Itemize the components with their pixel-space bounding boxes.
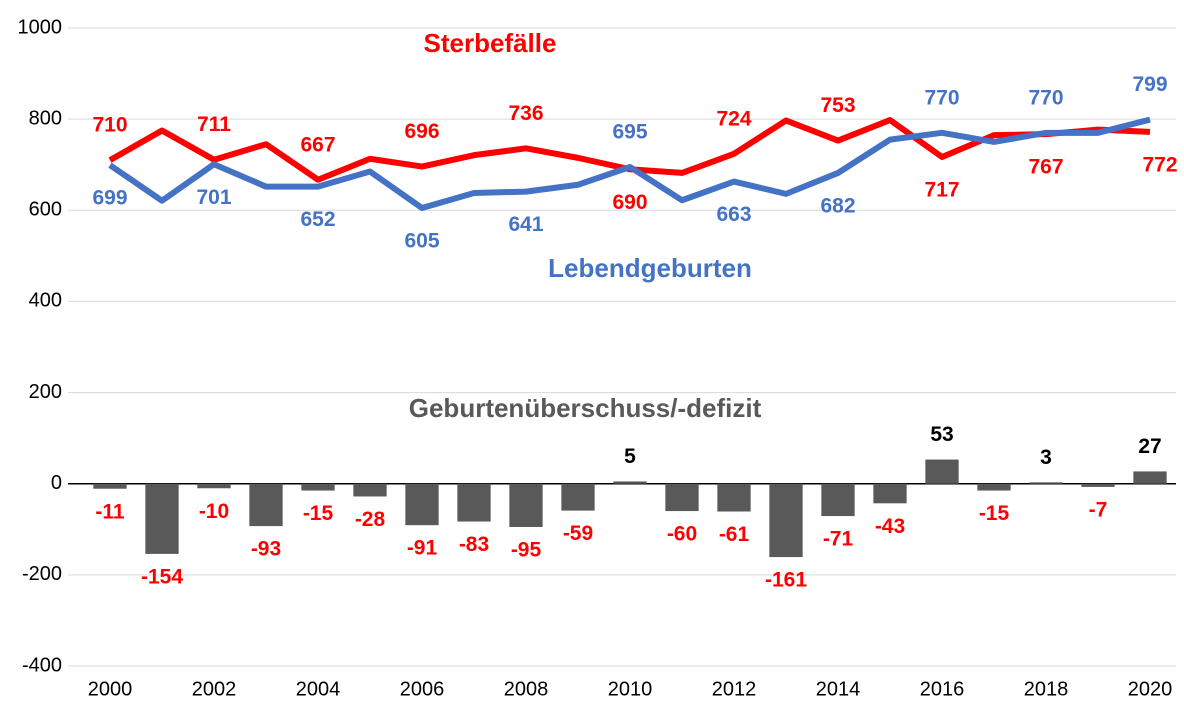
bar: [353, 483, 387, 497]
x-tick-label: 2002: [192, 678, 237, 700]
bar: [769, 483, 803, 558]
data-label: -91: [407, 537, 438, 560]
data-label: -83: [459, 533, 489, 556]
x-tick-label: 2016: [920, 678, 965, 700]
bar: [613, 481, 647, 484]
data-label: -28: [355, 508, 386, 531]
bar: [561, 483, 595, 511]
x-tick-label: 2020: [1128, 678, 1173, 700]
bar: [717, 483, 751, 512]
x-tick-label: 2010: [608, 678, 653, 700]
data-label: -154: [141, 565, 183, 588]
data-label: 667: [300, 133, 335, 156]
bar: [509, 483, 543, 528]
bar: [1029, 482, 1063, 484]
data-label: 682: [820, 194, 855, 217]
data-label: 699: [92, 187, 127, 210]
data-label: 770: [924, 86, 959, 109]
data-label: 690: [612, 191, 647, 214]
x-tick-label: 2000: [88, 678, 133, 700]
bar: [405, 483, 439, 526]
bar: [977, 483, 1011, 491]
data-label: 27: [1138, 435, 1161, 458]
data-label: -11: [95, 500, 125, 523]
y-tick-label: 400: [29, 290, 62, 312]
data-label: 641: [508, 213, 543, 236]
bar: [925, 459, 959, 484]
bar: [1133, 471, 1167, 484]
y-tick-label: 200: [29, 381, 62, 403]
y-tick-label: -200: [22, 563, 62, 585]
data-label: -15: [979, 502, 1010, 525]
x-tick-label: 2012: [712, 678, 757, 700]
data-label: 663: [716, 203, 751, 226]
series-name: Lebendgeburten: [548, 253, 752, 283]
data-label: -60: [667, 523, 697, 546]
line: [108, 116, 1151, 212]
data-label: 701: [196, 186, 231, 209]
data-label: -10: [199, 500, 229, 523]
x-tick-label: 2014: [816, 678, 861, 700]
x-tick-label: 2006: [400, 678, 445, 700]
bar: [821, 483, 855, 517]
series-name: Sterbefälle: [424, 28, 557, 58]
data-label: -61: [719, 523, 750, 546]
bar: [145, 483, 179, 554]
data-label: 799: [1132, 73, 1167, 96]
data-label: 736: [508, 102, 543, 125]
data-label: 5: [624, 445, 636, 468]
data-label: 53: [930, 423, 953, 446]
data-label: -93: [251, 538, 281, 561]
data-label: 717: [924, 179, 959, 202]
bar: [197, 483, 231, 489]
data-label: 696: [404, 120, 439, 143]
data-label: 710: [92, 114, 127, 137]
data-label: 767: [1028, 156, 1063, 179]
bar: [665, 483, 699, 512]
data-label: 605: [404, 230, 439, 253]
y-tick-label: 1000: [18, 16, 63, 38]
data-label: 711: [197, 113, 231, 136]
y-tick-label: 0: [51, 472, 62, 494]
data-label: -7: [1089, 498, 1108, 521]
data-label: -71: [823, 528, 854, 551]
bar: [457, 483, 491, 522]
data-label: 753: [820, 94, 855, 117]
data-label: 695: [612, 121, 647, 144]
data-label: -43: [875, 515, 905, 538]
series-name: Geburtenüberschuss/-defizit: [409, 393, 762, 423]
data-label: -95: [511, 539, 542, 562]
data-label: 772: [1142, 153, 1177, 176]
data-label: -161: [765, 569, 807, 592]
data-label: 3: [1040, 446, 1052, 469]
y-tick-label: -400: [22, 654, 62, 676]
bar: [1081, 483, 1115, 487]
y-tick-label: 800: [29, 107, 62, 129]
bar: [873, 483, 907, 504]
data-label: 770: [1028, 86, 1063, 109]
data-label: -59: [563, 522, 593, 545]
bar: [249, 483, 283, 527]
x-tick-label: 2004: [296, 678, 341, 700]
data-label: -15: [303, 502, 334, 525]
bar: [93, 483, 127, 489]
data-label: 652: [300, 208, 335, 231]
data-label: 724: [716, 107, 751, 130]
x-tick-label: 2018: [1024, 678, 1069, 700]
x-tick-label: 2008: [504, 678, 549, 700]
bar: [301, 483, 335, 491]
y-tick-label: 600: [29, 199, 62, 221]
